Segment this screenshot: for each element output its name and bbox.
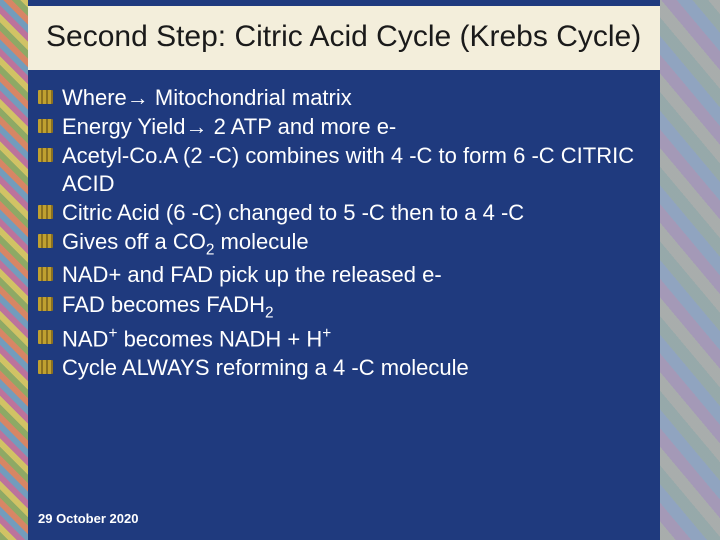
bullet-item: Gives off a CO2 molecule — [36, 228, 656, 260]
bullet-item: NAD+ and FAD pick up the released e- — [36, 261, 656, 289]
slide: Second Step: Citric Acid Cycle (Krebs Cy… — [0, 0, 720, 540]
bullet-item: NAD+ becomes NADH + H+ — [36, 324, 656, 353]
bullet-list: Where→ Mitochondrial matrix Energy Yield… — [36, 84, 656, 383]
decorative-strip-right — [660, 0, 720, 540]
slide-title: Second Step: Citric Acid Cycle (Krebs Cy… — [46, 18, 642, 56]
bullet-item: Energy Yield→ 2 ATP and more e- — [36, 113, 656, 141]
decorative-strip-left — [0, 0, 28, 540]
slide-content: Where→ Mitochondrial matrix Energy Yield… — [28, 78, 660, 383]
bullet-item: Cycle ALWAYS reforming a 4 -C molecule — [36, 354, 656, 382]
bullet-item: FAD becomes FADH2 — [36, 291, 656, 323]
slide-main: Second Step: Citric Acid Cycle (Krebs Cy… — [28, 0, 660, 540]
footer-date: 29 October 2020 — [38, 511, 138, 526]
bullet-item: Citric Acid (6 -C) changed to 5 -C then … — [36, 199, 656, 227]
title-box: Second Step: Citric Acid Cycle (Krebs Cy… — [28, 6, 660, 70]
bullet-item: Where→ Mitochondrial matrix — [36, 84, 656, 112]
bullet-item: Acetyl-Co.A (2 -C) combines with 4 -C to… — [36, 142, 656, 198]
